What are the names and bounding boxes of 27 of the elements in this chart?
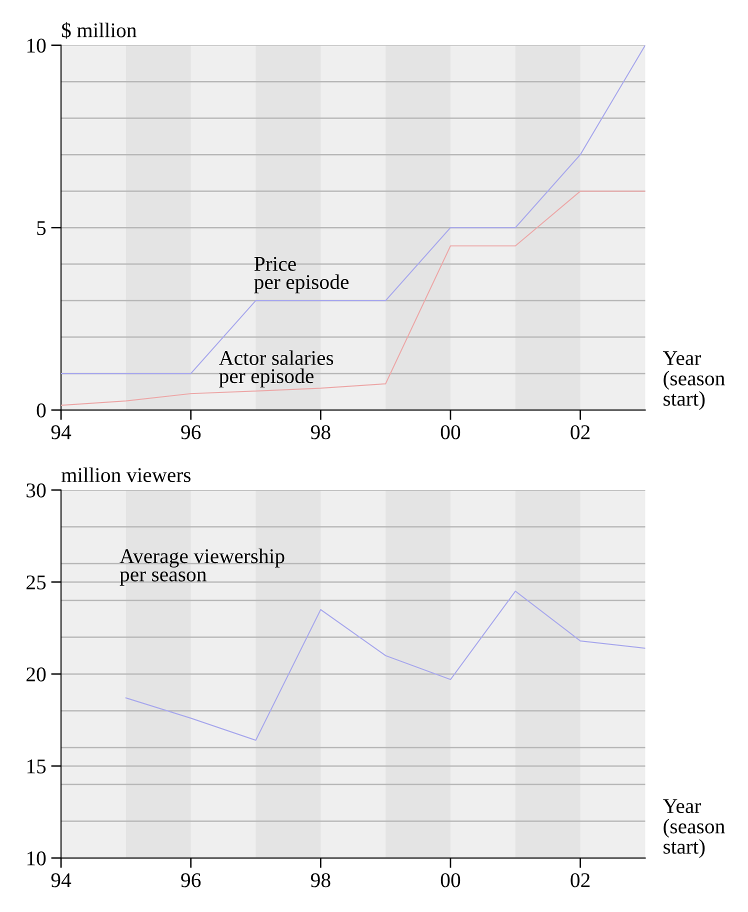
y-tick-label: 15: [27, 759, 46, 774]
x-tick-label: 98: [310, 873, 330, 888]
y-tick-label: 25: [26, 575, 46, 590]
y-tick-label: 20: [26, 667, 46, 682]
x-axis-title: Year (season start): [662, 799, 725, 858]
x-tick-label: 98: [310, 425, 330, 440]
y-axis-title: million viewers: [61, 467, 190, 482]
series-label: Actor salaries per episode: [218, 350, 334, 388]
x-tick-label: 02: [570, 873, 590, 888]
x-tick-label: 00: [440, 425, 460, 440]
y-axis-title: $ million: [62, 22, 137, 39]
x-tick-label: 02: [570, 425, 590, 440]
x-tick-label: 96: [181, 873, 201, 888]
y-tick-label: 30: [26, 483, 46, 498]
x-tick-label: 00: [440, 873, 460, 888]
line-series: [125, 590, 646, 741]
x-tick-label: 94: [51, 873, 72, 888]
x-tick-label: 96: [181, 425, 201, 440]
y-tick-label: 10: [27, 851, 46, 866]
series-label: Price per episode: [254, 256, 349, 294]
y-tick-label: 10: [27, 38, 46, 53]
x-axis-title: Year (season start): [662, 351, 725, 410]
text: Average viewership per season: [120, 548, 284, 586]
y-tick-label: 0: [36, 403, 46, 418]
x-tick-label: 94: [51, 425, 72, 440]
y-tick-label: 5: [37, 221, 46, 236]
line-series: [61, 190, 646, 406]
